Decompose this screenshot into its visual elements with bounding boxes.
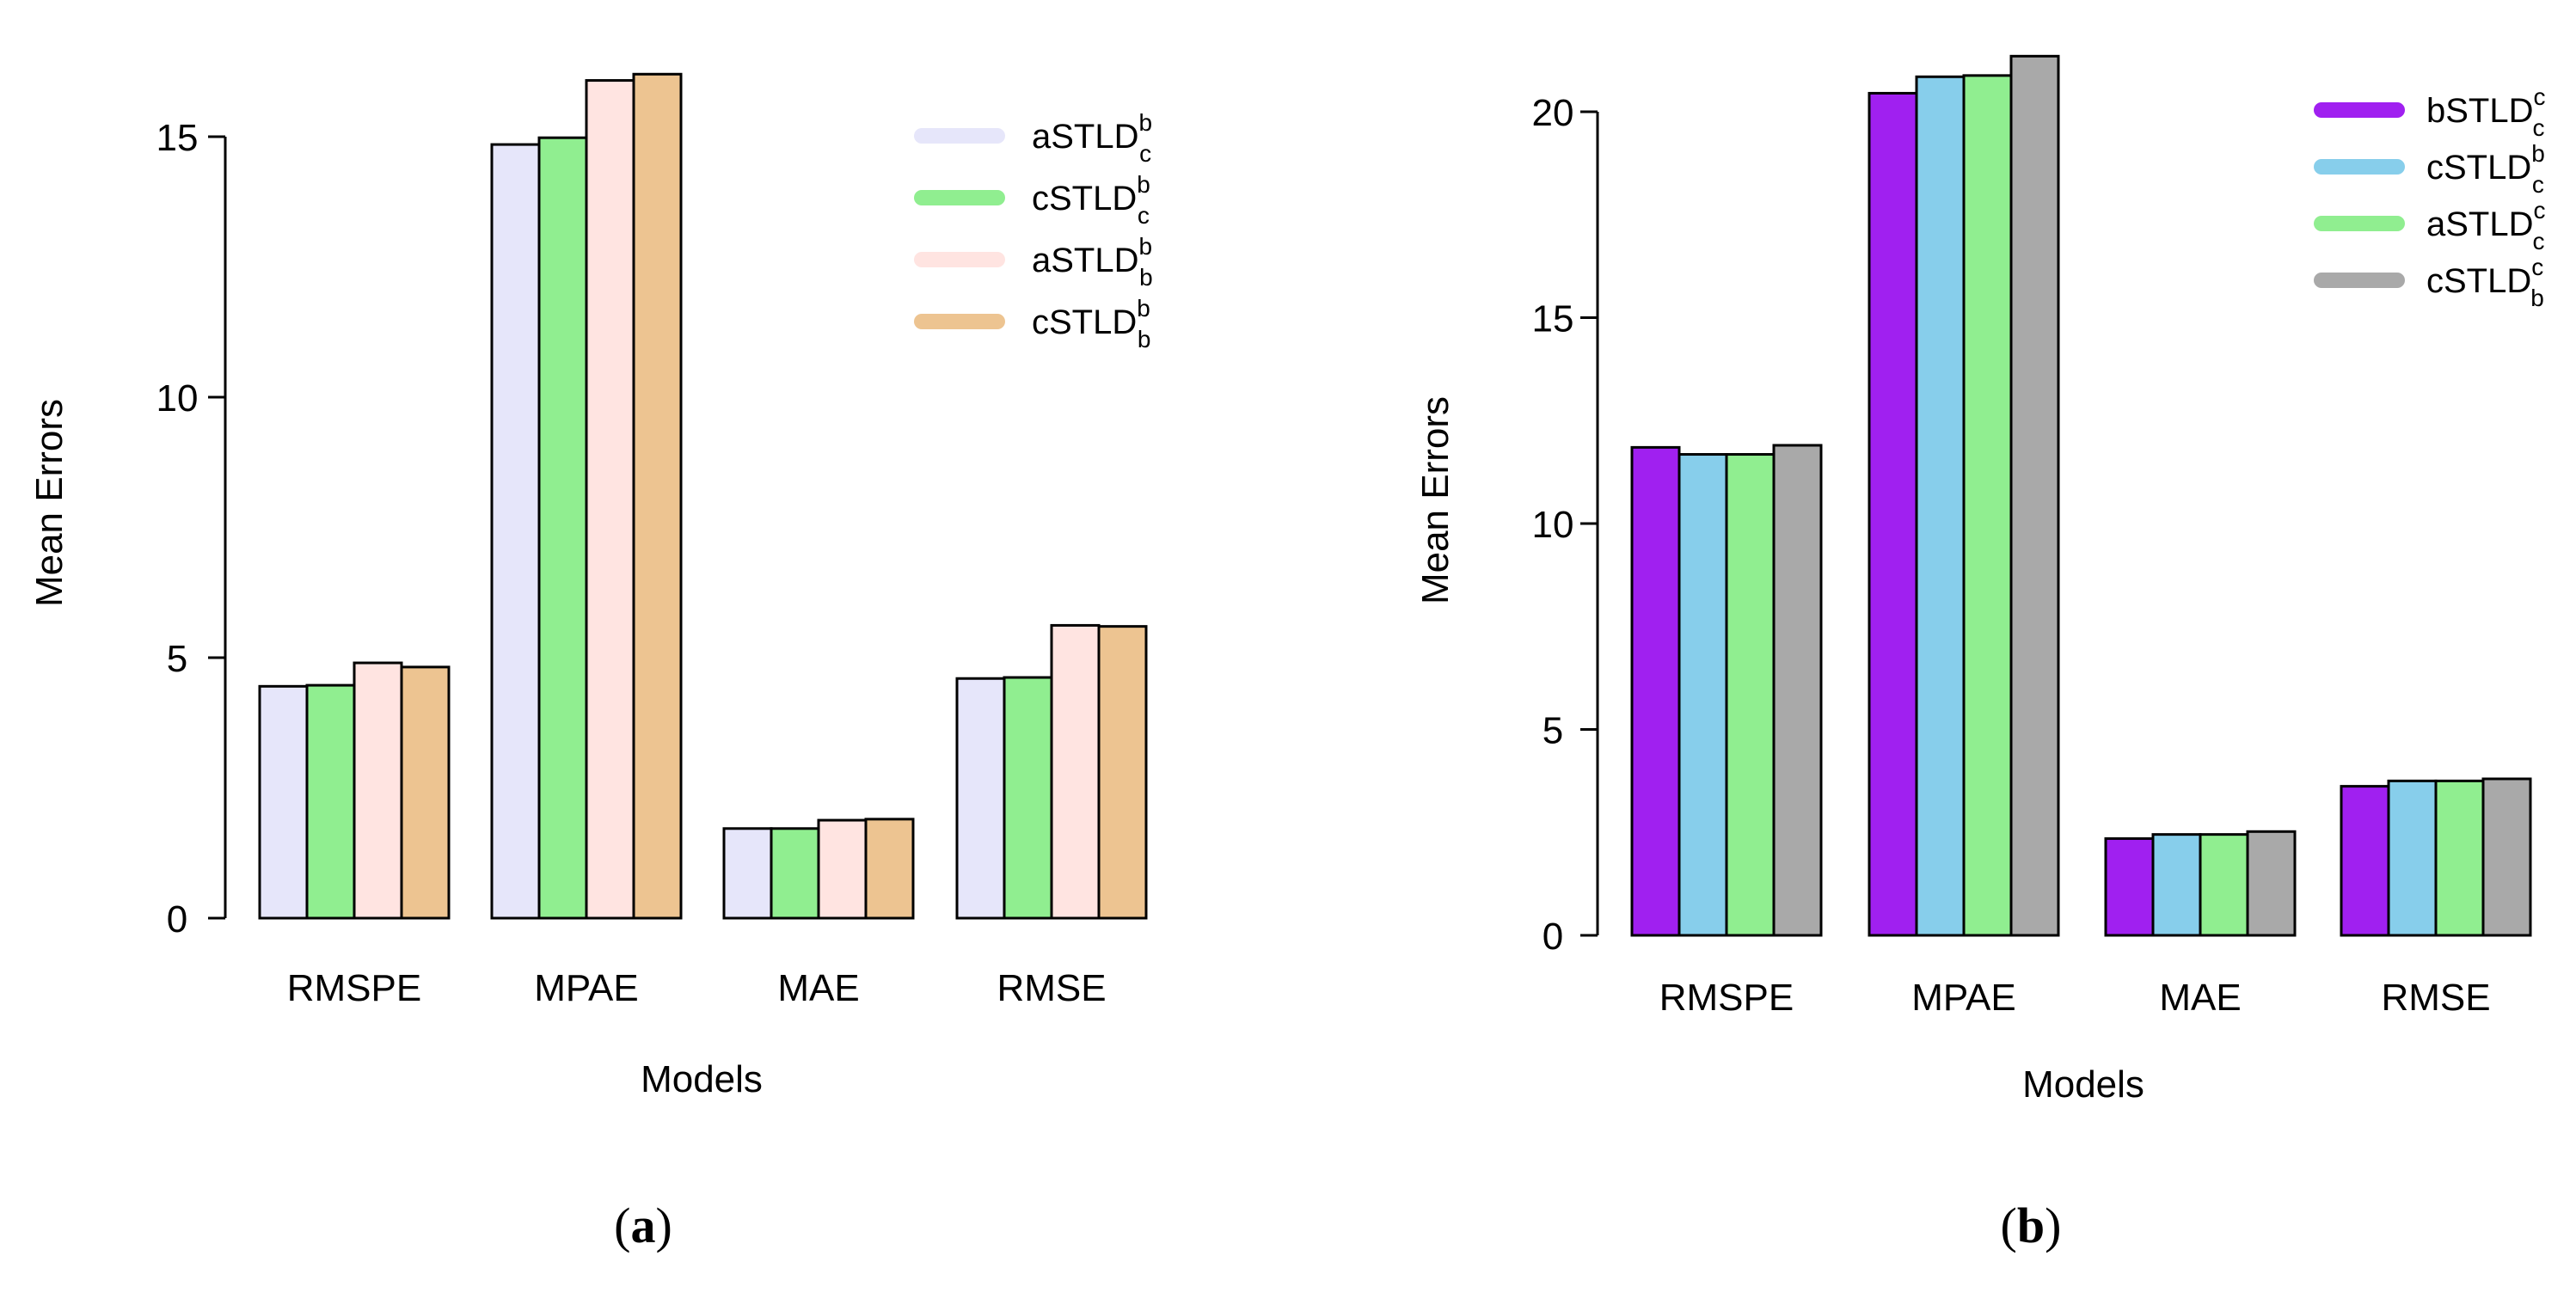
x-category-label: RMSPE [1659,977,1794,1019]
x-category-label: MPAE [1911,977,2015,1019]
chart-panel-a: 0 5 10 15 RMSPE MPAE MAE RMSE Models Mean Errors a… [28,72,1153,1253]
bar-mpae-series-4 [632,72,683,920]
y-tick-label: 0 [1543,916,1563,958]
y-axis-title: Mean Errors [1414,396,1457,604]
bar-mpae-series-2 [1915,75,1966,937]
x-axis-title: Models [2022,1063,2144,1106]
x-category-label: RMSE [997,967,1106,1009]
x-category-label: MAE [2159,977,2241,1019]
bar-rmspe-series-1 [258,684,309,920]
bar-rmspe-series-4 [1772,444,1823,937]
y-tick-label: 15 [1532,298,1574,340]
legend-label: bSTLDc c [2426,83,2546,141]
x-category-label: RMSE [2381,977,2490,1019]
bar-rmse-series-3 [1050,623,1101,920]
bar-mae-series-3 [817,818,868,920]
bar-rmse-series-4 [1097,625,1148,920]
legend-label: cSTLDb c [2426,140,2545,198]
bar-mae-series-2 [770,827,820,920]
bar-mpae-series-1 [1868,91,1918,937]
bar-mpae-series-3 [1962,74,2013,937]
bar-rmspe-series-4 [400,665,451,920]
x-category-label: MPAE [534,967,638,1009]
y-tick-label: 10 [1532,504,1574,546]
legend-label: cSTLDc b [2426,254,2544,311]
x-axis-title: Models [641,1058,763,1100]
legend-label: aSTLDc c [2426,197,2546,254]
panel-label: (b) [2001,1198,2062,1253]
legend-label: cSTLDb b [1032,295,1150,352]
x-category-label: MAE [777,967,859,1009]
bar-mpae-series-3 [585,79,635,920]
bar-mae-series-1 [722,827,773,920]
y-tick-label: 10 [156,377,199,420]
legend-label: cSTLDb c [1032,171,1150,229]
legend-label: aSTLDb b [1032,233,1153,291]
y-tick-label: 15 [156,117,199,159]
bar-rmse-series-1 [2340,785,2390,937]
bar-mpae-series-4 [2009,54,2060,937]
y-tick-label: 5 [167,638,187,680]
bar-mae-series-1 [2104,836,2155,937]
y-axis-title: Mean Errors [28,399,71,607]
bar-rmspe-series-1 [1630,445,1681,937]
bar-rmspe-series-2 [305,683,356,920]
panel-label: (a) [614,1198,672,1253]
bar-mae-series-4 [2246,830,2297,937]
bar-mpae-series-2 [537,136,588,920]
y-tick-label: 20 [1532,92,1574,134]
bar-rmse-series-1 [955,677,1006,920]
bar-rmse-series-2 [2387,779,2438,937]
bar-rmse-series-3 [2434,779,2485,937]
bar-mpae-series-1 [490,143,541,920]
bar-mae-series-3 [2199,833,2249,937]
bar-rmse-series-4 [2481,777,2532,937]
bar-rmspe-series-2 [1677,453,1728,937]
y-tick-label: 5 [1543,710,1563,752]
legend-label: aSTLDb c [1032,109,1152,167]
bar-rmspe-series-3 [353,661,403,920]
bar-mae-series-4 [864,818,915,920]
chart-panel-b: 0 5 10 15 20 RMSPE MPAE MAE RMSE Models Mean Error… [1414,54,2546,1253]
x-category-label: RMSPE [287,967,421,1009]
bar-rmspe-series-3 [1725,453,1776,937]
bar-rmse-series-2 [1003,676,1053,920]
bar-mae-series-2 [2151,833,2202,937]
y-tick-label: 0 [167,898,187,940]
